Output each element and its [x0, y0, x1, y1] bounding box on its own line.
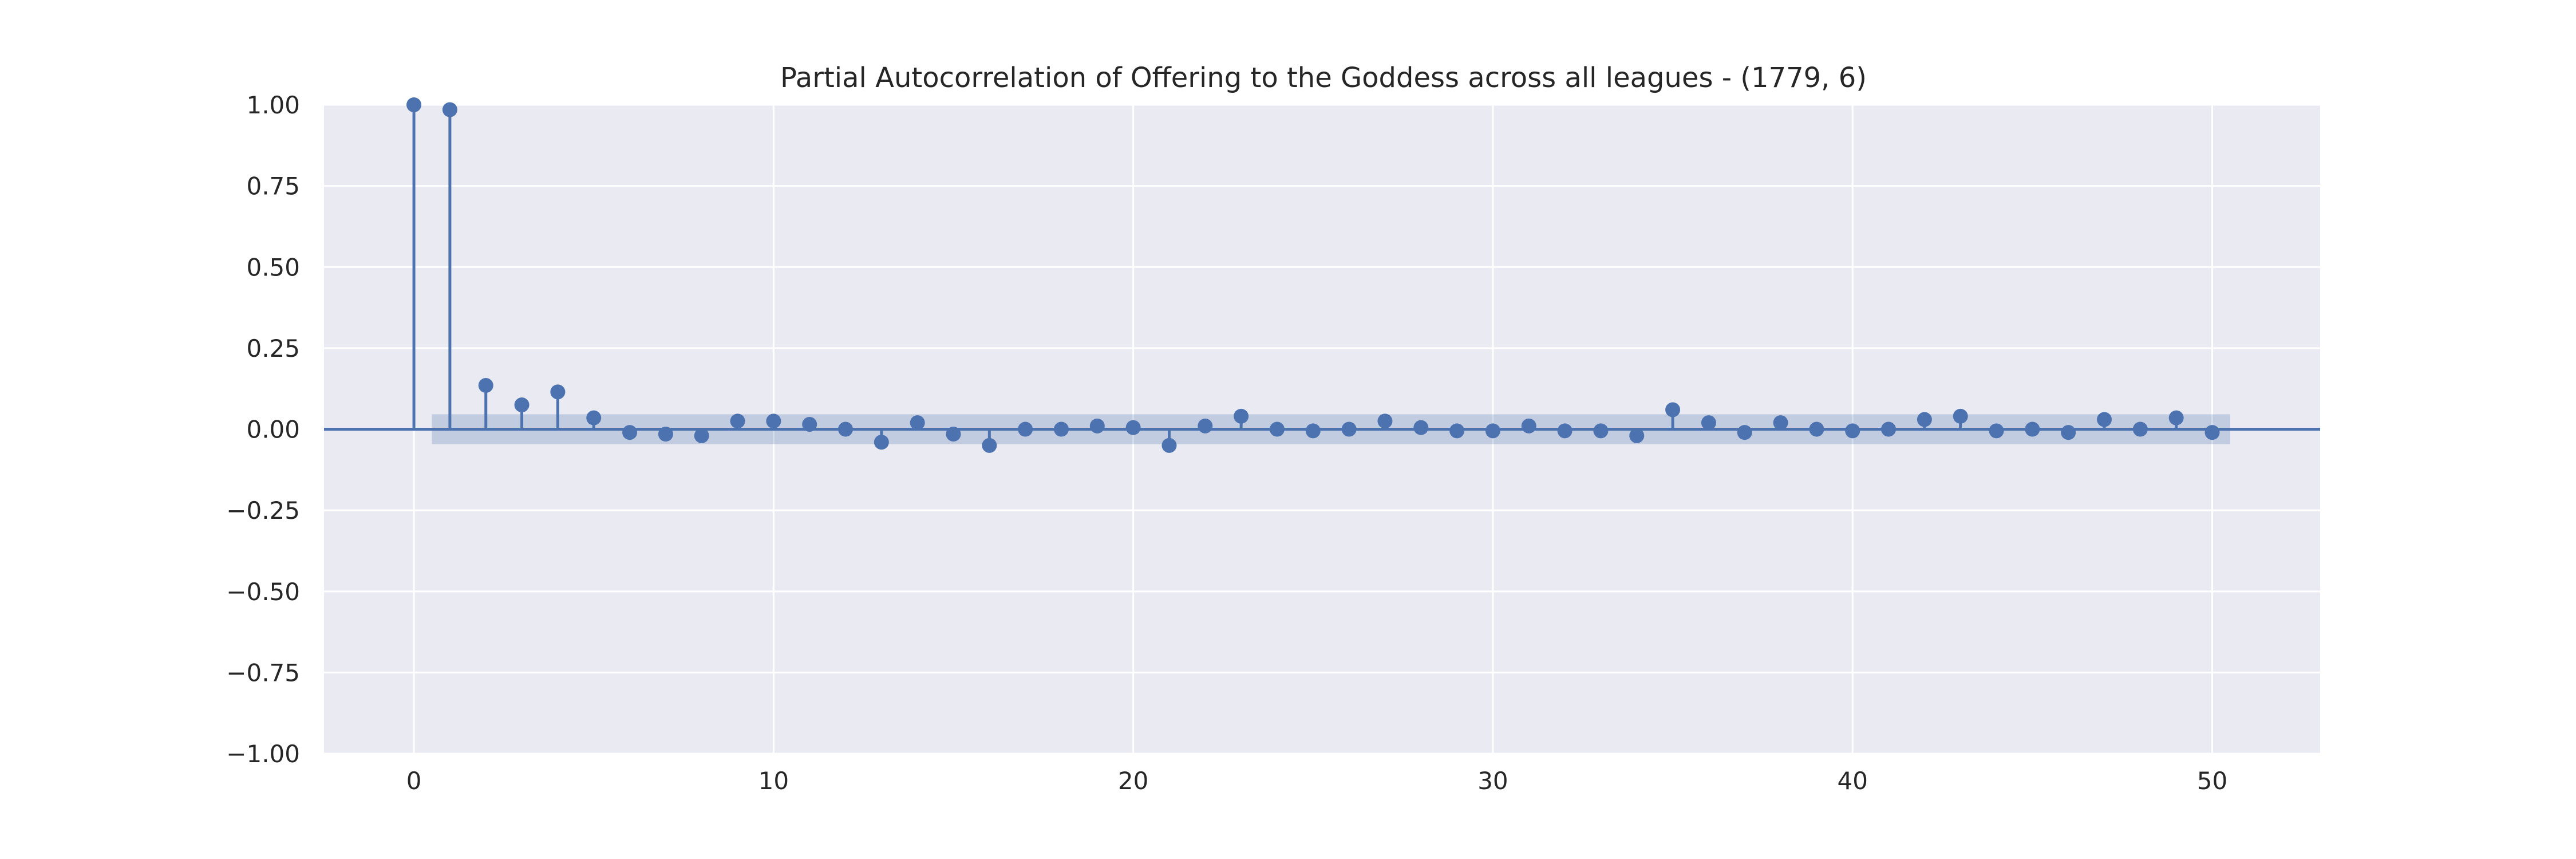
pacf-marker-lag-31	[1521, 418, 1536, 434]
pacf-marker-lag-37	[1737, 425, 1752, 440]
pacf-marker-lag-40	[1845, 423, 1860, 439]
pacf-marker-lag-18	[1053, 421, 1069, 437]
x-tick-label: 10	[758, 767, 789, 795]
x-tick-label: 50	[2197, 767, 2227, 795]
pacf-marker-lag-26	[1341, 421, 1357, 437]
pacf-marker-lag-27	[1377, 413, 1393, 429]
x-tick-label: 40	[1837, 767, 1867, 795]
pacf-marker-lag-1	[442, 102, 457, 117]
pacf-marker-lag-29	[1449, 423, 1465, 439]
y-tick-label: −1.00	[226, 740, 300, 768]
pacf-marker-lag-7	[658, 426, 673, 442]
pacf-marker-lag-22	[1198, 418, 1213, 434]
y-tick-label: −0.50	[226, 578, 300, 606]
pacf-marker-lag-48	[2132, 421, 2148, 437]
pacf-marker-lag-21	[1161, 438, 1177, 453]
pacf-marker-lag-39	[1809, 421, 1824, 437]
pacf-marker-lag-16	[982, 438, 997, 453]
x-tick-label: 0	[406, 767, 422, 795]
pacf-marker-lag-12	[838, 421, 854, 437]
pacf-marker-lag-44	[1989, 423, 2004, 439]
pacf-marker-lag-43	[1953, 408, 1968, 424]
stem-layer	[406, 97, 2220, 453]
pacf-marker-lag-23	[1234, 408, 1249, 424]
tick-label-layer: 0 10 20 30 40 50 1.00 0.75 0.50 0.25 0.00 −0.25 −0.5…	[226, 91, 2227, 795]
pacf-marker-lag-10	[766, 413, 781, 429]
pacf-marker-lag-6	[622, 425, 638, 440]
pacf-marker-lag-15	[946, 426, 961, 442]
pacf-marker-lag-49	[2168, 410, 2184, 425]
pacf-marker-lag-32	[1557, 423, 1573, 439]
pacf-marker-lag-13	[874, 435, 889, 450]
x-tick-label: 20	[1118, 767, 1148, 795]
pacf-marker-lag-5	[586, 410, 602, 425]
pacf-marker-lag-30	[1485, 423, 1500, 439]
pacf-marker-lag-41	[1881, 421, 1897, 437]
pacf-marker-lag-0	[406, 97, 422, 112]
pacf-marker-lag-35	[1665, 402, 1681, 417]
pacf-marker-lag-24	[1269, 421, 1285, 437]
y-tick-label: 0.75	[246, 172, 300, 200]
pacf-marker-lag-20	[1125, 420, 1141, 435]
pacf-marker-lag-38	[1773, 415, 1788, 431]
y-tick-label: −0.75	[226, 659, 300, 687]
pacf-marker-lag-47	[2097, 412, 2112, 427]
pacf-marker-lag-25	[1305, 423, 1321, 439]
pacf-marker-lag-8	[694, 428, 709, 443]
pacf-marker-lag-36	[1701, 415, 1716, 431]
pacf-marker-lag-14	[910, 415, 925, 431]
y-tick-label: 0.25	[246, 334, 300, 362]
pacf-marker-lag-46	[2061, 425, 2076, 440]
y-tick-label: 0.00	[246, 416, 300, 444]
pacf-marker-lag-45	[2025, 421, 2040, 437]
pacf-marker-lag-42	[1917, 412, 1932, 427]
pacf-marker-lag-33	[1593, 423, 1609, 439]
pacf-marker-lag-4	[550, 384, 566, 400]
pacf-marker-lag-9	[730, 413, 745, 429]
pacf-marker-lag-19	[1089, 418, 1105, 434]
x-tick-label: 30	[1477, 767, 1508, 795]
pacf-marker-lag-34	[1629, 428, 1645, 443]
y-tick-label: −0.25	[226, 497, 300, 525]
pacf-marker-lag-3	[514, 397, 530, 413]
pacf-marker-lag-2	[478, 378, 493, 393]
pacf-marker-lag-17	[1018, 421, 1033, 437]
y-tick-label: 0.50	[246, 253, 300, 281]
pacf-marker-lag-11	[802, 417, 817, 432]
pacf-marker-lag-28	[1413, 420, 1429, 435]
chart-title: Partial Autocorrelation of Offering to t…	[780, 62, 1867, 94]
y-tick-label: 1.00	[246, 91, 300, 119]
pacf-marker-lag-50	[2204, 425, 2220, 440]
